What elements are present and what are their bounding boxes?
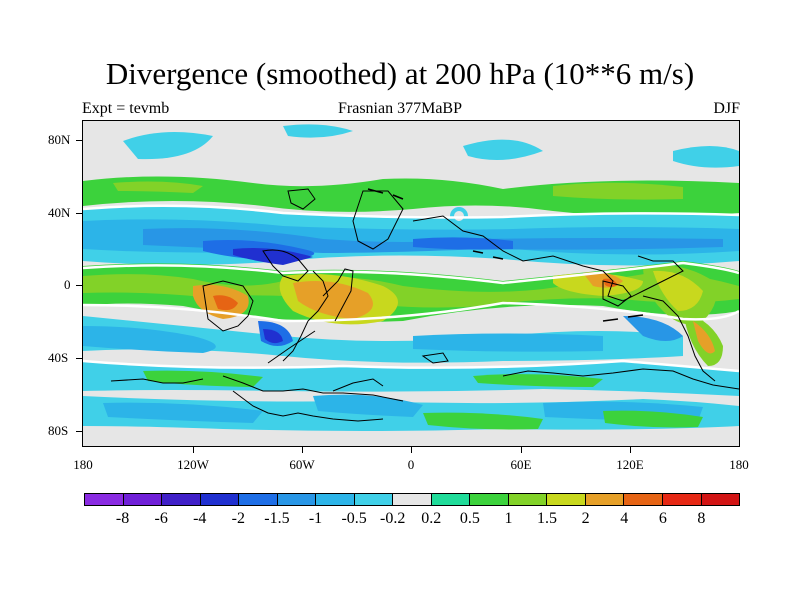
y-tick-label-40s: 40S <box>48 350 69 365</box>
small-coast-dashes <box>367 188 644 322</box>
map-plot-area <box>82 120 740 447</box>
colorbar-label-12: 2 <box>581 510 590 527</box>
y-tick-40n <box>76 213 82 214</box>
colorbar-label-0: -8 <box>115 510 130 527</box>
colorbar-swatch-14 <box>624 494 663 505</box>
colorbar-label-11: 1.5 <box>537 510 558 527</box>
colorbar-swatch-12 <box>547 494 586 505</box>
colorbar-swatch-0 <box>85 494 124 505</box>
x-tick-60e <box>521 447 522 453</box>
season-label: DJF <box>713 100 740 117</box>
colorbar-label-5: -1 <box>308 510 323 527</box>
x-tick-label-180w: 180 <box>73 457 93 472</box>
x-tick-label-60w: 60W <box>289 457 315 472</box>
x-tick-label-0: 0 <box>407 457 415 472</box>
y-tick-80s <box>76 431 82 432</box>
colorbar-swatch-10 <box>470 494 509 505</box>
field-bands-south <box>83 361 739 431</box>
colorbar-swatch-13 <box>585 494 625 505</box>
colorbar-label-1: -6 <box>154 510 168 527</box>
colorbar-swatch-4 <box>239 494 278 505</box>
x-tick-label-120w: 120W <box>177 457 209 472</box>
y-tick-80n <box>76 140 82 141</box>
x-tick-120e <box>630 447 631 453</box>
colorbar-swatch-6 <box>316 494 355 505</box>
y-tick-40s <box>76 358 82 359</box>
colorbar-swatch-9 <box>431 494 471 505</box>
colorbar-swatch-15 <box>662 494 702 505</box>
y-tick-0 <box>76 285 82 286</box>
x-tick-120w <box>193 447 194 453</box>
experiment-label: Expt = tevmb <box>82 100 170 117</box>
figure-title: Divergence (smoothed) at 200 hPa (10**6 … <box>105 56 695 91</box>
colorbar-label-15: 8 <box>697 510 706 527</box>
colorbar-label-14: 6 <box>658 510 667 527</box>
colorbar-swatch-5 <box>277 494 317 505</box>
x-tick-label-180e: 180 <box>729 457 749 472</box>
x-tick-60w <box>302 447 303 453</box>
colorbar-swatch-16 <box>701 494 740 505</box>
colorbar-label-3: -2 <box>231 510 246 527</box>
x-tick-label-120e: 120E <box>616 457 644 472</box>
y-tick-label-80n: 80N <box>48 132 71 147</box>
colorbar-swatch-7 <box>354 494 394 505</box>
colorbar-swatch-8 <box>393 494 432 505</box>
coastlines <box>110 188 739 422</box>
colorbar-swatch-11 <box>508 494 548 505</box>
y-tick-label-0: 0 <box>64 277 71 292</box>
colorbar-label-10: 1 <box>504 510 513 527</box>
colorbar-label-9: 0.5 <box>459 510 480 527</box>
colorbar-label-4: -1.5 <box>264 510 290 527</box>
y-tick-label-80s: 80S <box>48 423 69 438</box>
zero-contours <box>83 204 739 373</box>
y-tick-label-40n: 40N <box>48 205 71 220</box>
colorbar-label-6: -0.5 <box>341 510 367 527</box>
colorbar-swatch-3 <box>200 494 240 505</box>
period-label: Frasnian 377MaBP <box>338 100 462 117</box>
divergence-field <box>83 121 739 446</box>
colorbar-label-8: 0.2 <box>421 510 442 527</box>
field-bands-north <box>83 124 739 266</box>
colorbar-swatch-2 <box>162 494 201 505</box>
x-tick-label-60e: 60E <box>510 457 532 472</box>
colorbar-label-2: -4 <box>193 510 207 527</box>
x-tick-0 <box>411 447 412 453</box>
colorbar <box>84 493 740 506</box>
colorbar-label-13: 4 <box>620 510 629 527</box>
colorbar-label-7: -0.2 <box>380 510 406 527</box>
colorbar-swatch-1 <box>123 494 163 505</box>
